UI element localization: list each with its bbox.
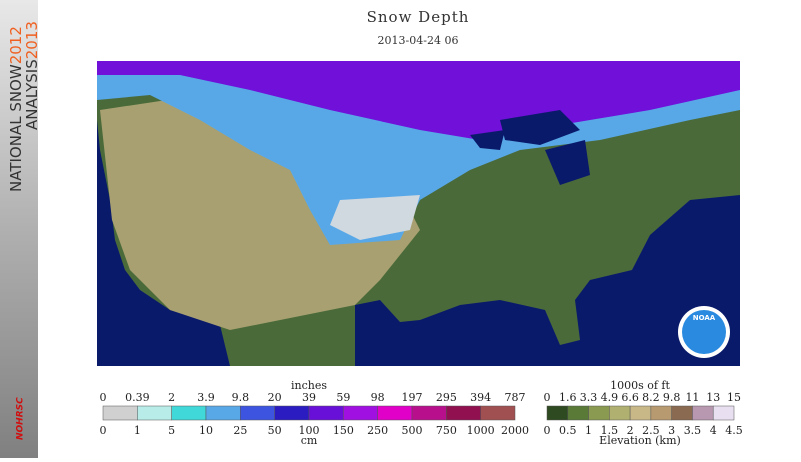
legend-tick-label: 100 [299,424,320,437]
legend-swatch [205,405,241,421]
legend-tick-label: 2 [168,391,175,404]
legend-swatch [671,405,693,421]
legend-swatch [137,405,172,421]
sidebar [0,0,38,458]
noaa-logo-inner [682,310,726,354]
legend-tick-label: 2 [627,424,634,437]
legend-tick-label: 394 [470,391,491,404]
legend-swatch [171,405,207,421]
legend-tick-label: 20 [268,391,282,404]
legend-tick-label: 4.9 [601,391,619,404]
legend-tick-label: 0 [100,391,107,404]
legend-tick-label: 197 [402,391,423,404]
legend-tick-label: 4.5 [725,424,743,437]
legend-swatch [712,405,735,421]
title: Snow Depth [367,8,470,26]
legend-tick-label: 9.8 [232,391,250,404]
legend-tick-label: 13 [706,391,720,404]
legend-tick-label: 1.5 [601,424,619,437]
legend-tick-label: 0 [544,424,551,437]
legend-unit: cm [301,434,318,447]
legend-swatch [411,405,447,421]
legend-tick-label: 2.5 [642,424,660,437]
legend-swatch [480,405,516,421]
sidebar-year: 2013 [23,21,41,59]
sidebar-line: NATIONAL SNOW [7,64,25,192]
legend-swatch [308,405,344,421]
legend-swatch [377,405,413,421]
legend-swatch [240,405,275,421]
legend-swatch [629,405,652,421]
legend-tick-label: 3 [668,424,675,437]
legend-tick-label: 3.5 [684,424,702,437]
legend-tick-label: 0.5 [559,424,577,437]
legend-tick-label: 295 [436,391,457,404]
legend-swatch [588,405,610,421]
legend-swatch [343,405,378,421]
legend-tick-label: 9.8 [663,391,681,404]
legend-swatch [567,405,589,421]
legend-tick-label: 98 [371,391,385,404]
legend-swatch [546,405,569,421]
legend-tick-label: 1 [134,424,141,437]
legend-tick-label: 6.6 [621,391,639,404]
legend-swatch [274,405,310,421]
legend-tick-label: 1000 [467,424,495,437]
lakes [470,110,590,185]
legend-tick-label: 787 [505,391,526,404]
legend-tick-label: 0 [100,424,107,437]
sidebar-title: ANALYSIS2013 [23,21,41,130]
date: 2013-04-24 06 [378,34,459,47]
legend-tick-label: 0.39 [125,391,150,404]
legend-swatch [446,405,481,421]
legend-unit: 1000s of ft [610,379,670,392]
deep-snow [97,61,740,140]
legend-tick-label: 25 [233,424,247,437]
legend-tick-label: 4 [710,424,717,437]
legend-tick-label: 15 [727,391,741,404]
legend-swatch [692,405,714,421]
legend-tick-label: 1.6 [559,391,577,404]
legend-tick-label: 50 [268,424,282,437]
legend-swatch [609,405,631,421]
legend-tick-label: 5 [168,424,175,437]
light-snow [330,195,420,240]
sidebar-line: ANALYSIS [23,59,41,130]
legend-tick-label: 250 [367,424,388,437]
sidebar-year: 2012 [7,26,25,64]
legend-tick-label: 150 [333,424,354,437]
legend-tick-label: 3.3 [580,391,598,404]
noaa-text: NOAA [693,314,716,322]
legend-tick-label: 39 [302,391,316,404]
legend-tick-label: 500 [402,424,423,437]
legend-swatch [650,405,672,421]
sidebar-title: NATIONAL SNOW2012 [7,26,25,192]
sidebar-logo: NOHRSC [16,397,26,440]
legend-unit: Elevation (km) [599,434,681,447]
legend-tick-label: 10 [199,424,213,437]
map: NOAA [97,61,740,366]
legend-tick-label: 0 [544,391,551,404]
legend-tick-label: 750 [436,424,457,437]
legend-unit: inches [291,379,327,392]
legend-tick-label: 8.2 [642,391,660,404]
legend-swatch [102,405,138,421]
legend-tick-label: 3.9 [197,391,215,404]
legend-tick-label: 11 [685,391,699,404]
legend-tick-label: 1 [585,424,592,437]
legend-tick-label: 2000 [501,424,529,437]
legend-tick-label: 59 [336,391,350,404]
